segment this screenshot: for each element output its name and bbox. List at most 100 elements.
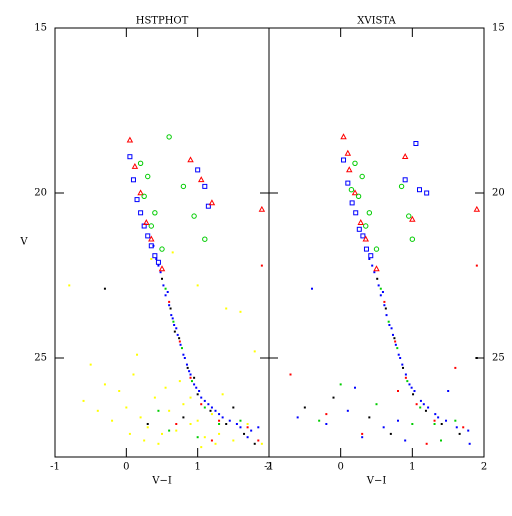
point xyxy=(409,215,416,222)
point xyxy=(157,264,160,267)
point xyxy=(398,183,405,190)
point xyxy=(143,219,150,225)
point xyxy=(379,287,382,290)
point xyxy=(250,429,253,432)
x-tick-label: 1 xyxy=(409,462,415,473)
point xyxy=(178,340,181,343)
point xyxy=(182,416,185,419)
panel-frame xyxy=(268,27,485,458)
point xyxy=(189,423,192,425)
point xyxy=(289,373,292,376)
point xyxy=(103,383,106,386)
point xyxy=(344,149,352,156)
point xyxy=(340,133,347,140)
point xyxy=(391,333,394,336)
point xyxy=(445,419,448,422)
point xyxy=(389,432,392,435)
point xyxy=(356,226,362,232)
point xyxy=(152,210,158,216)
point xyxy=(253,442,256,445)
point xyxy=(228,419,231,422)
point xyxy=(363,223,369,229)
point xyxy=(260,264,263,267)
point xyxy=(179,343,182,346)
point xyxy=(382,426,385,429)
point xyxy=(351,189,359,196)
panel-frame xyxy=(54,27,270,458)
point xyxy=(195,386,198,389)
point xyxy=(462,426,465,429)
point xyxy=(214,409,217,412)
x-tick-label: 0 xyxy=(337,462,343,473)
point xyxy=(169,307,172,310)
point xyxy=(136,353,139,356)
point xyxy=(346,409,349,412)
point xyxy=(218,423,221,425)
point xyxy=(424,190,430,196)
point xyxy=(357,219,364,225)
point xyxy=(127,154,133,160)
point xyxy=(134,197,140,203)
point xyxy=(246,423,249,425)
point xyxy=(164,287,167,290)
point xyxy=(348,187,355,193)
point xyxy=(203,436,206,439)
point xyxy=(373,265,380,272)
point xyxy=(168,409,171,412)
point xyxy=(253,350,256,353)
point xyxy=(218,419,221,422)
point xyxy=(225,307,228,310)
point xyxy=(425,442,428,445)
point xyxy=(413,141,419,146)
x-tick-label: -1 xyxy=(264,462,274,473)
point xyxy=(375,403,378,406)
point xyxy=(394,340,397,343)
point xyxy=(203,406,206,409)
point xyxy=(401,153,409,159)
point xyxy=(157,442,160,445)
x-tick-label: 1 xyxy=(194,462,200,473)
point xyxy=(103,287,106,290)
point xyxy=(397,353,400,356)
point xyxy=(360,233,366,239)
point xyxy=(383,300,386,303)
point xyxy=(388,324,391,326)
point xyxy=(384,307,387,310)
point xyxy=(171,251,174,254)
point xyxy=(193,376,196,379)
point xyxy=(401,363,404,366)
point xyxy=(402,366,405,369)
point xyxy=(415,403,418,406)
point xyxy=(404,439,407,442)
point xyxy=(411,423,414,425)
point xyxy=(130,177,136,183)
point xyxy=(168,429,171,432)
point xyxy=(164,386,167,389)
point xyxy=(195,167,201,173)
point xyxy=(311,287,313,290)
point xyxy=(210,413,213,416)
y-tick-label: 20 xyxy=(34,188,47,199)
point xyxy=(349,200,355,206)
point xyxy=(155,259,161,265)
point xyxy=(387,320,390,323)
point xyxy=(433,419,436,422)
point xyxy=(89,363,92,366)
point xyxy=(397,390,399,392)
point xyxy=(373,246,380,252)
point xyxy=(419,406,422,409)
point xyxy=(257,426,260,429)
point xyxy=(296,416,299,419)
point xyxy=(440,439,442,442)
point xyxy=(475,357,478,359)
point xyxy=(175,327,178,330)
point xyxy=(440,423,443,425)
point xyxy=(126,136,134,143)
point xyxy=(359,173,365,180)
point xyxy=(128,432,131,435)
point xyxy=(235,423,238,425)
point xyxy=(406,380,409,383)
point xyxy=(454,419,457,422)
